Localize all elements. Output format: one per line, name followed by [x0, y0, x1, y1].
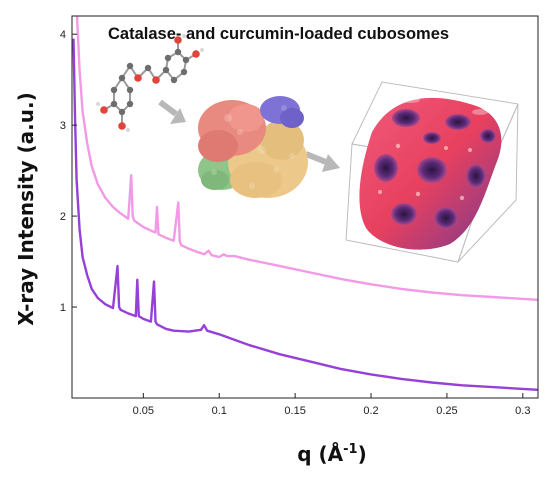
- x-axis-title-close: ): [358, 442, 367, 466]
- x-tick-label: 0.1: [212, 405, 227, 417]
- x-axis-ticks: 0.05 0.1 0.15 0.2 0.25 0.3: [133, 393, 530, 417]
- series-line-1: [75, 16, 538, 301]
- y-axis-ticks: 1 2 3 4: [60, 29, 77, 314]
- cubosome-cube-icon: [345, 81, 519, 263]
- x-tick-label: 0.3: [515, 405, 530, 417]
- x-tick-label: 0.2: [363, 405, 378, 417]
- x-tick-label: 0.05: [133, 405, 154, 417]
- y-tick-label: 4: [60, 29, 66, 41]
- y-tick-label: 2: [60, 211, 66, 223]
- x-axis-title-main: q (Å: [297, 442, 343, 466]
- catalase-protein-icon: [198, 96, 308, 198]
- y-tick-label: 3: [60, 120, 66, 132]
- arrow-molecule-to-protein-icon: [158, 99, 186, 124]
- y-axis-title: X-ray Intensity (a.u.): [14, 92, 38, 325]
- curcumin-molecule-icon: [96, 34, 204, 132]
- x-axis-title: q (Å-1): [297, 442, 367, 466]
- chart-title: Catalase- and curcumin-loaded cubosomes: [108, 25, 449, 43]
- x-axis-title-sup: -1: [343, 442, 357, 457]
- series-line-2: [72, 38, 538, 391]
- arrow-protein-to-cubosome-icon: [304, 151, 340, 172]
- plot-frame: [71, 15, 539, 399]
- x-tick-label: 0.25: [436, 405, 457, 417]
- x-tick-label: 0.15: [284, 405, 305, 417]
- y-tick-label: 1: [60, 302, 66, 314]
- series-layer: [72, 16, 538, 391]
